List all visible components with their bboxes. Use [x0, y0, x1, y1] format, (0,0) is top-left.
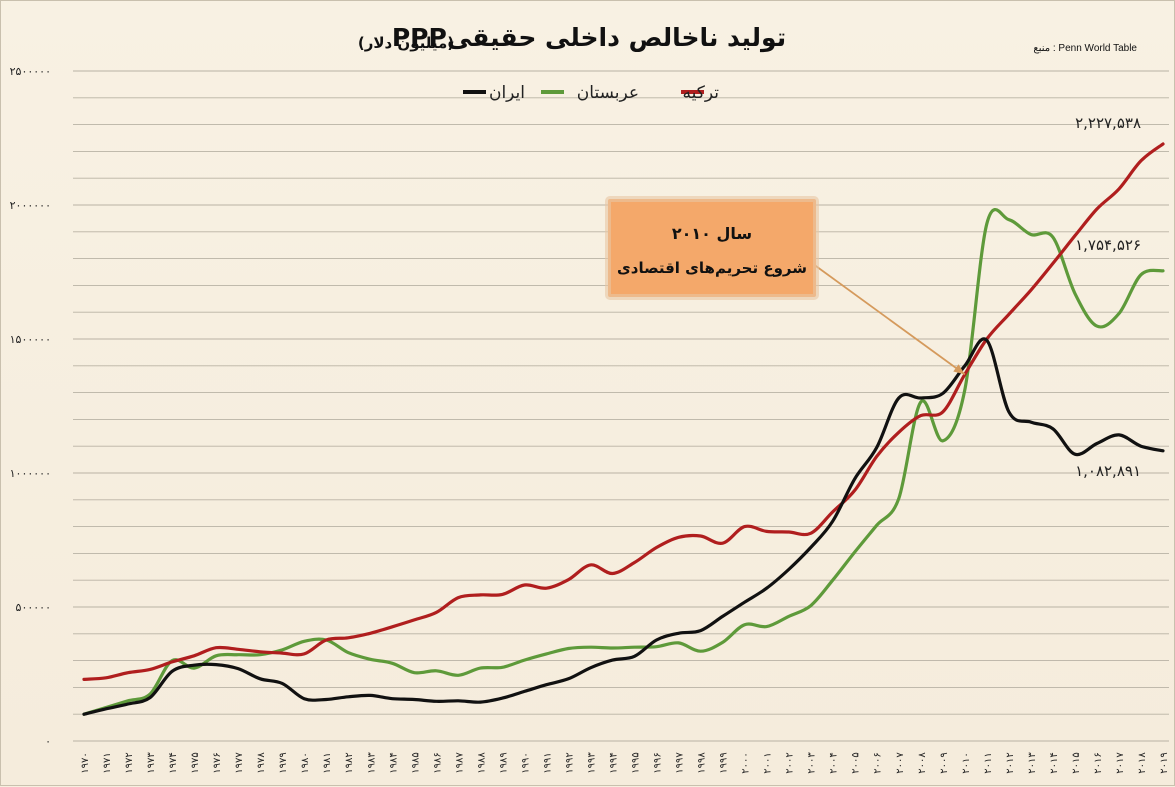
x-tick-label: ۲۰۱۶: [1093, 752, 1104, 773]
x-tick-label: ۱۹۹۰: [520, 752, 531, 773]
x-tick-label: ۲۰۰۷: [895, 752, 906, 774]
x-tick-label: ۱۹۸۵: [410, 752, 421, 773]
annotation-box: [605, 196, 819, 300]
x-tick-label: ۱۹۷۰: [80, 752, 91, 773]
x-tick-label: ۲۰۱۹: [1159, 752, 1170, 773]
legend-label-iran: ایران: [489, 83, 525, 103]
y-tick-label: ۱۵۰۰۰۰۰: [10, 333, 51, 346]
annotation-year: سال ۲۰۱۰: [672, 224, 752, 243]
x-tick-label: ۲۰۱۳: [1027, 752, 1038, 774]
series-line-iran: [82, 337, 1165, 716]
y-axis-labels: ۰ ۵۰۰۰۰۰ ۱۰۰۰۰۰۰ ۱۵۰۰۰۰۰ ۲۰۰۰۰۰۰ ۲۵۰۰۰۰۰: [10, 65, 51, 748]
x-tick-label: ۲۰۰۵: [851, 752, 862, 773]
x-tick-label: ۱۹۷۱: [102, 752, 113, 773]
x-tick-label: ۲۰۱۷: [1115, 752, 1126, 774]
x-tick-label: ۱۹۸۲: [344, 752, 355, 773]
y-tick-label: ۵۰۰۰۰۰: [16, 601, 51, 614]
x-tick-label: ۲۰۱۵: [1071, 752, 1082, 773]
series-line-turkey: [82, 142, 1165, 681]
x-tick-label: ۲۰۰۸: [917, 752, 928, 774]
end-label-turkey: ۲,۲۲۷,۵۳۸: [1075, 114, 1141, 132]
x-tick-label: ۱۹۹۴: [608, 752, 619, 773]
x-tick-label: ۲۰۱۲: [1005, 752, 1016, 773]
legend-label-turkey: ترکیه: [683, 83, 720, 103]
x-tick-label: ۱۹۹۷: [675, 752, 686, 774]
x-tick-label: ۱۹۸۹: [498, 752, 509, 773]
x-axis-labels: ۱۹۷۰ ۱۹۷۱ ۱۹۷۲ ۱۹۷۳ ۱۹۷۴ ۱۹۷۵ ۱۹۷۶ ۱۹۷۷ ۱۹۷۸ ۱۹۷۹…: [80, 752, 1170, 774]
x-tick-label: ۱۹۷۹: [278, 752, 289, 773]
x-tick-label: ۲۰۰۶: [873, 752, 884, 773]
x-tick-label: ۲۰۱۸: [1137, 752, 1148, 774]
x-tick-label: ۱۹۹۸: [697, 752, 708, 774]
y-tick-label: ۰: [45, 735, 51, 748]
chart-source: منبع : Penn World Table: [1033, 43, 1137, 54]
chart-title: تولید ناخالص داخلی حقیقیPPP: [392, 23, 786, 53]
x-tick-label: ۱۹۹۳: [586, 752, 597, 774]
x-tick-label: ۱۹۹۶: [653, 752, 664, 773]
x-tick-label: ۱۹۹۲: [564, 752, 575, 773]
x-tick-label: ۲۰۰۰: [741, 752, 752, 773]
x-tick-label: ۲۰۰۲: [785, 752, 796, 773]
x-tick-label: ۱۹۸۳: [366, 752, 377, 774]
x-tick-label: ۱۹۹۵: [631, 752, 642, 773]
sanctions-annotation: سال ۲۰۱۰ شروع تحریم‌های اقتصادی: [605, 196, 966, 376]
x-tick-label: ۱۹۸۸: [476, 752, 487, 774]
y-tick-label: ۲۰۰۰۰۰۰: [10, 199, 51, 212]
x-tick-label: ۱۹۷۳: [146, 752, 157, 774]
series-lines: [82, 142, 1165, 716]
annotation-arrow: [808, 260, 966, 376]
x-tick-label: ۱۹۹۱: [542, 752, 553, 773]
x-tick-label: ۲۰۰۳: [807, 752, 818, 774]
x-tick-label: ۱۹۸۶: [432, 752, 443, 773]
y-tick-label: ۲۵۰۰۰۰۰: [10, 65, 51, 78]
x-tick-label: ۲۰۱۱: [983, 752, 994, 773]
chart-gridlines: [73, 70, 1169, 742]
x-tick-label: ۱۹۸۰: [300, 752, 311, 773]
x-tick-label: ۱۹۷۸: [256, 752, 267, 774]
y-tick-label: ۱۰۰۰۰۰۰: [10, 467, 51, 480]
x-tick-label: ۱۹۷۷: [234, 752, 245, 774]
x-tick-label: ۱۹۷۵: [190, 752, 201, 773]
chart-legend: ترکیه عربستان ایران: [463, 83, 719, 103]
annotation-arrowhead: [953, 364, 965, 375]
x-tick-label: ۲۰۰۴: [829, 752, 840, 773]
series-line-saudi-arabia: [82, 207, 1165, 716]
x-tick-label: ۲۰۰۱: [763, 752, 774, 773]
x-tick-label: ۱۹۹۹: [719, 752, 730, 773]
chart-subtitle: (میلیون دلار): [358, 34, 454, 52]
x-tick-label: ۱۹۷۶: [212, 752, 223, 773]
legend-label-saudi-arabia: عربستان: [577, 83, 639, 103]
x-tick-label: ۲۰۱۴: [1049, 752, 1060, 773]
x-tick-label: ۱۹۷۴: [168, 752, 179, 773]
end-label-iran: ۱,۰۸۲,۸۹۱: [1075, 462, 1141, 480]
end-label-saudi-arabia: ۱,۷۵۴,۵۲۶: [1075, 236, 1141, 254]
x-tick-label: ۲۰۰۹: [939, 752, 950, 773]
annotation-text: شروع تحریم‌های اقتصادی: [617, 259, 807, 277]
x-tick-label: ۱۹۸۷: [454, 752, 465, 774]
x-tick-label: ۱۹۸۱: [322, 752, 333, 773]
x-tick-label: ۱۹۸۴: [388, 752, 399, 773]
x-tick-label: ۲۰۱۰: [961, 752, 972, 773]
x-tick-label: ۱۹۷۲: [124, 752, 135, 773]
